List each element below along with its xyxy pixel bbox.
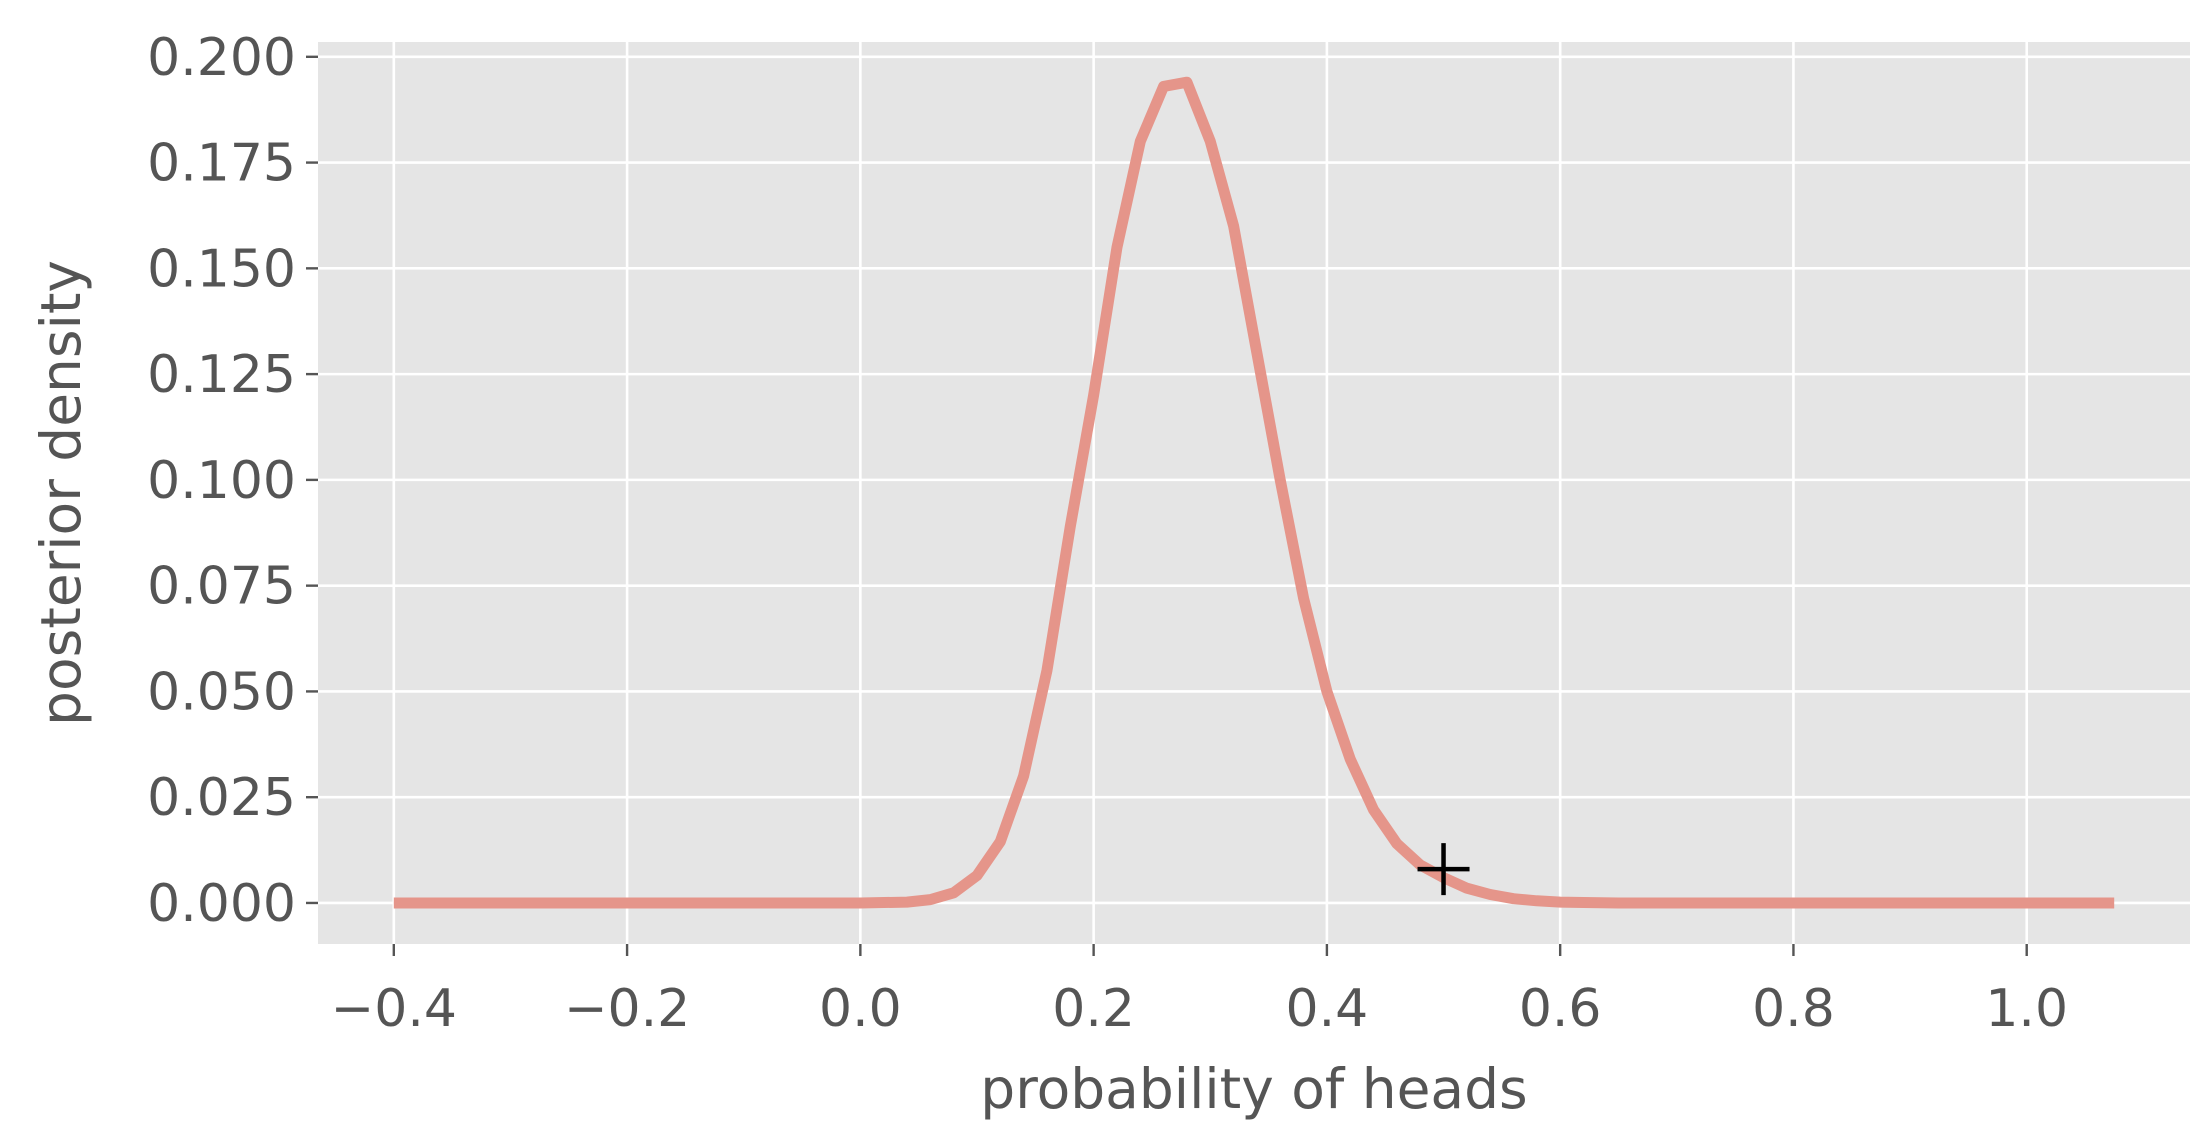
x-tick-label: 0.0 (819, 979, 902, 1039)
x-tick-label: −0.2 (564, 979, 690, 1039)
y-tick-label: 0.150 (147, 239, 296, 299)
y-tick-label: 0.000 (147, 874, 296, 934)
y-tick-label: 0.125 (147, 345, 296, 405)
x-tick-label: 1.0 (1985, 979, 2068, 1039)
y-tick-label: 0.075 (147, 557, 296, 617)
x-tick-label: 0.8 (1752, 979, 1835, 1039)
plot-background (318, 42, 2190, 944)
x-axis-label: probability of heads (980, 1057, 1527, 1121)
y-tick-label: 0.050 (147, 662, 296, 722)
marker-layer (1417, 843, 1470, 896)
y-tick-label: 0.025 (147, 768, 296, 828)
x-tick-label: 0.4 (1286, 979, 1369, 1039)
y-tick-label: 0.200 (147, 28, 296, 88)
y-tick-label: 0.175 (147, 134, 296, 194)
y-axis-label: posterior density (29, 260, 93, 726)
y-tick-label: 0.100 (147, 451, 296, 511)
x-tick-label: 0.2 (1052, 979, 1135, 1039)
series-line (393, 76, 2115, 909)
grid (318, 42, 2190, 944)
x-tick-label: −0.4 (331, 979, 457, 1039)
y-ticks: 0.000 0.025 0.050 0.075 0.100 0.125 0.150 0.175… (147, 28, 318, 934)
plus-marker (1417, 843, 1470, 896)
series-layer (393, 76, 2115, 909)
x-tick-label: 0.6 (1519, 979, 1602, 1039)
x-ticks: −0.4 −0.2 0.0 0.2 0.4 0.6 0.8 1.0 (331, 944, 2068, 1039)
